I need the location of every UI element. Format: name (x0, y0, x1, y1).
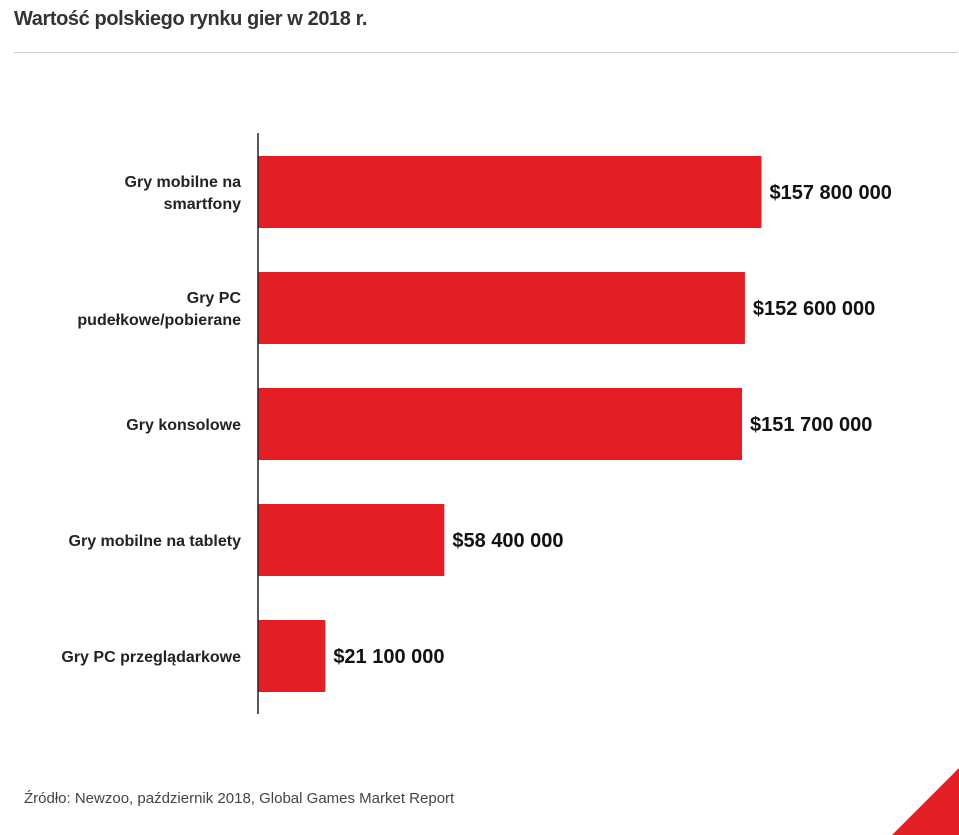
value-label: $21 100 000 (333, 646, 444, 668)
category-label-line: Gry mobilne na tablety (69, 533, 242, 550)
source-note: Źródło: Newzoo, październik 2018, Global… (24, 790, 455, 807)
category-label: Gry PC przeglądarkowe (61, 649, 241, 666)
title-divider (14, 52, 958, 53)
value-label: $151 700 000 (750, 414, 872, 436)
value-label: $157 800 000 (770, 182, 892, 204)
bar (258, 272, 745, 344)
category-label: Gry PC pudełkowe/pobierane (77, 290, 241, 329)
bar (258, 156, 762, 228)
bar (258, 388, 743, 460)
category-label-line: Gry PC (187, 290, 242, 307)
category-label-line: pudełkowe/pobierane (77, 312, 241, 329)
category-label-line: Gry konsolowe (126, 417, 241, 434)
chart-title: Wartość polskiego rynku gier w 2018 r. (14, 8, 368, 30)
category-label-line: Gry mobilne na (125, 174, 242, 191)
category-label: Gry konsolowe (126, 417, 241, 434)
category-label-line: Gry PC przeglądarkowe (61, 649, 241, 666)
value-label: $152 600 000 (753, 298, 875, 320)
category-label: Gry mobilne na smartfony (125, 174, 242, 213)
bar (258, 504, 445, 576)
category-label-line: smartfony (164, 196, 241, 213)
bar (258, 620, 326, 692)
value-label: $58 400 000 (452, 530, 563, 552)
category-label: Gry mobilne na tablety (69, 533, 242, 550)
